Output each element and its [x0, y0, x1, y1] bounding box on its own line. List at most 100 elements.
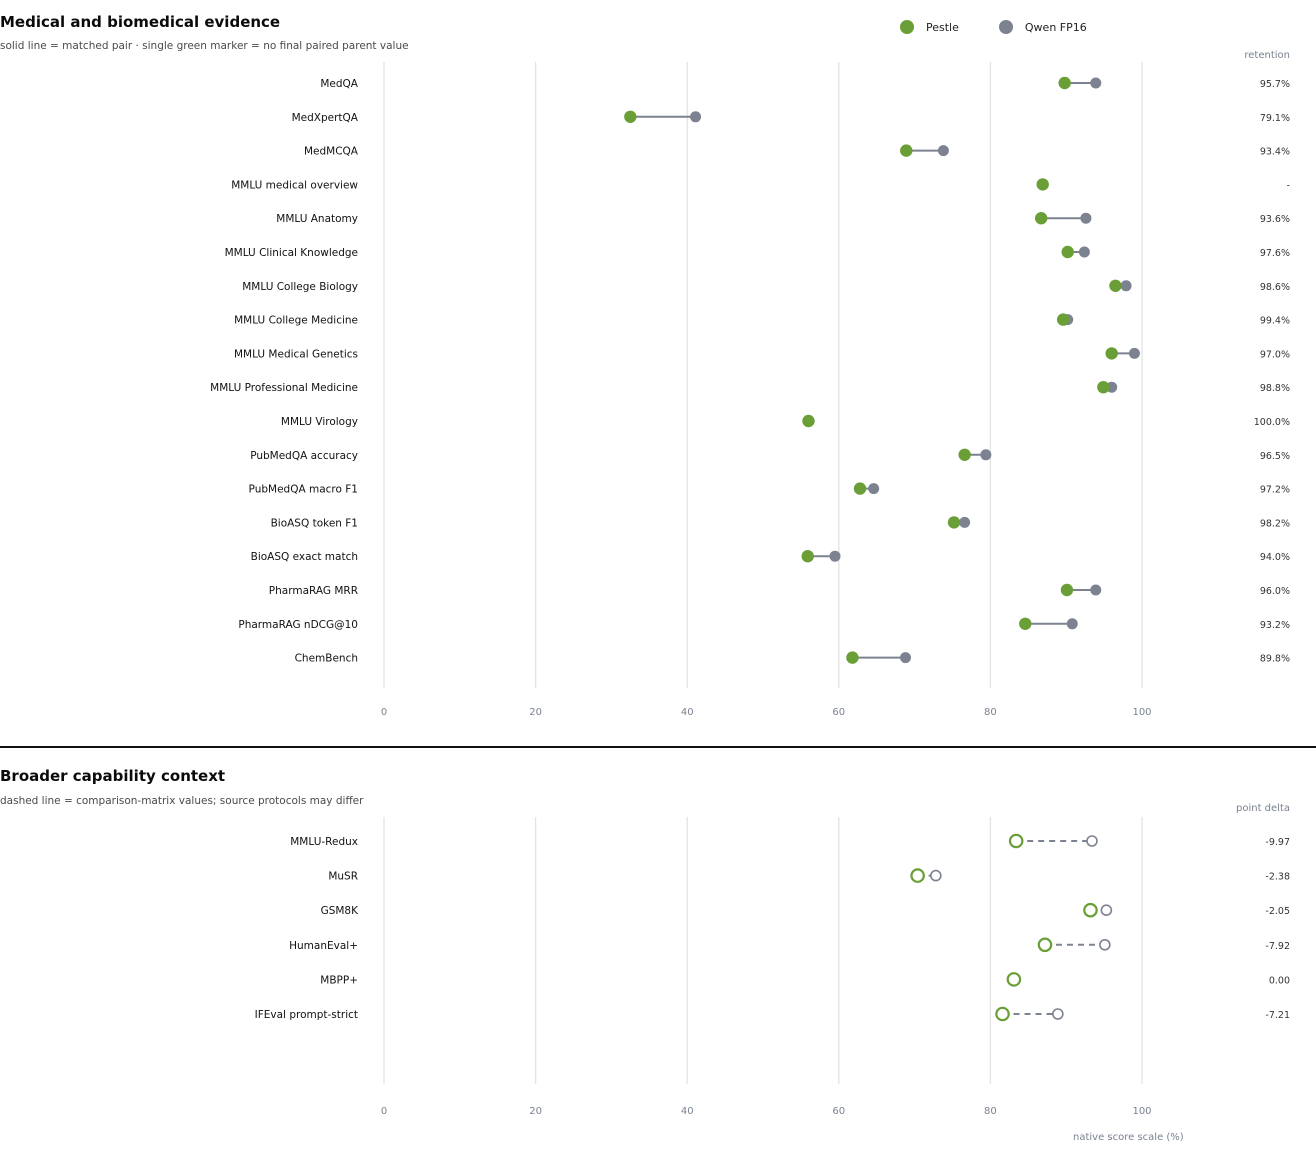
- row-label: MuSR: [328, 871, 358, 883]
- legend-item-qwen: Qwen FP16: [998, 20, 1087, 34]
- pestle-point: [1056, 313, 1070, 326]
- pestle-point: [900, 144, 913, 157]
- qwen-point: [829, 550, 841, 562]
- x-tick-label: 20: [529, 1106, 542, 1117]
- row-value: 100.0%: [1254, 417, 1290, 428]
- pestle-point: [1058, 76, 1071, 90]
- row-label: IFEval prompt-strict: [255, 1009, 358, 1021]
- pestle-point: [1036, 178, 1049, 191]
- qwen-point: [1090, 77, 1102, 89]
- row-value: 97.2%: [1260, 485, 1290, 496]
- row-value: 96.5%: [1260, 451, 1290, 462]
- qwen-point: [959, 516, 971, 528]
- pestle-point: [846, 651, 859, 664]
- row-value: 99.4%: [1260, 316, 1290, 327]
- row-value: 95.7%: [1260, 79, 1290, 90]
- row-label: MMLU College Biology: [242, 281, 358, 293]
- qwen-point: [1086, 835, 1098, 847]
- row-value: 79.1%: [1260, 113, 1290, 124]
- pestle-point: [853, 482, 867, 495]
- pestle-point: [1083, 902, 1098, 918]
- qwen-point: [1099, 938, 1111, 951]
- row-label: HumanEval+: [289, 940, 358, 952]
- row-label: PharmaRAG MRR: [269, 585, 358, 597]
- point-delta-header: point delta: [1235, 803, 1290, 814]
- row-value: -7.21: [1265, 1010, 1290, 1021]
- row-label: PharmaRAG nDCG@10: [238, 619, 358, 631]
- row-value: -2.05: [1265, 906, 1290, 917]
- legend-label-qwen: Qwen FP16: [1024, 20, 1087, 34]
- x-axis-caption: native score scale (%): [1073, 1132, 1184, 1143]
- panel-subtitle-medical: solid line = matched pair · single green…: [0, 40, 409, 52]
- pestle-point: [801, 550, 814, 563]
- pestle-point: [1061, 245, 1074, 259]
- pestle-point: [958, 448, 971, 461]
- row-label: PubMedQA accuracy: [250, 450, 358, 462]
- row-value: -2.38: [1265, 872, 1290, 883]
- row-value: 98.2%: [1260, 518, 1290, 529]
- row-value: 94.0%: [1260, 552, 1290, 563]
- row-label: MMLU medical overview: [231, 179, 358, 191]
- pestle-point: [1109, 279, 1122, 292]
- legend-marker-qwen: [998, 20, 1013, 34]
- x-tick-label: 100: [1132, 707, 1151, 718]
- x-tick-label: 40: [681, 1106, 694, 1117]
- row-label: MedXpertQA: [292, 112, 359, 124]
- row-label: MMLU-Redux: [290, 836, 358, 848]
- qwen-point: [980, 449, 992, 461]
- row-label: MMLU Clinical Knowledge: [225, 247, 358, 259]
- row-value: -7.92: [1265, 941, 1290, 952]
- legend-marker-pestle: [900, 20, 914, 34]
- row-label: ChemBench: [295, 653, 358, 665]
- x-tick-label: 0: [381, 707, 387, 718]
- qwen-point: [1090, 584, 1102, 596]
- pestle-point: [910, 868, 925, 883]
- pestle-point: [1019, 617, 1032, 630]
- x-tick-label: 20: [529, 707, 542, 718]
- row-label: MMLU Medical Genetics: [234, 348, 358, 360]
- row-label: MMLU Virology: [281, 416, 358, 428]
- row-label: MMLU Professional Medicine: [210, 382, 358, 394]
- row-value: 93.2%: [1260, 620, 1290, 631]
- row-value: 93.4%: [1260, 147, 1290, 158]
- row-label: BioASQ token F1: [271, 517, 358, 529]
- row-label: MedQA: [320, 78, 358, 90]
- pestle-point: [1060, 583, 1074, 597]
- row-label: MBPP+: [320, 974, 358, 986]
- broader-dumbbell-chart: 0 20 40 60 80 100 MMLU-Redux -9.97 MuSR -2.38 GSM8…: [255, 817, 1290, 1117]
- x-tick-label: 40: [681, 707, 694, 718]
- row-label: GSM8K: [321, 905, 360, 917]
- qwen-point: [1052, 1008, 1064, 1020]
- row-label: MMLU Anatomy: [276, 213, 358, 225]
- row-label: MMLU College Medicine: [234, 315, 358, 327]
- qwen-point: [1120, 280, 1132, 292]
- row-value: 89.8%: [1260, 654, 1290, 665]
- pestle-point: [1034, 212, 1048, 225]
- row-value: 98.6%: [1260, 282, 1290, 293]
- pestle-point: [1097, 381, 1110, 394]
- row-value: 97.6%: [1260, 248, 1290, 259]
- row-value: 96.0%: [1260, 586, 1290, 597]
- qwen-point: [900, 652, 912, 664]
- row-value: 0.00: [1269, 975, 1290, 986]
- qwen-point: [937, 145, 949, 157]
- legend-item-pestle: Pestle: [900, 20, 959, 34]
- retention-header: retention: [1244, 50, 1290, 61]
- row-label: PubMedQA macro F1: [249, 484, 358, 496]
- pestle-point: [624, 110, 637, 124]
- qwen-point: [930, 869, 942, 882]
- row-value: -9.97: [1265, 837, 1290, 848]
- qwen-point: [690, 111, 702, 123]
- panel-title-medical: Medical and biomedical evidence: [0, 13, 281, 31]
- row-value: -: [1287, 180, 1290, 191]
- x-tick-label: 100: [1132, 1106, 1151, 1117]
- x-tick-label: 60: [832, 1106, 845, 1117]
- row-value: 93.6%: [1260, 214, 1290, 225]
- pestle-point: [802, 414, 815, 428]
- row-label: MedMCQA: [304, 146, 359, 158]
- row-value: 97.0%: [1260, 349, 1290, 360]
- x-tick-label: 0: [381, 1106, 387, 1117]
- qwen-point: [1128, 347, 1140, 359]
- qwen-point: [868, 483, 880, 495]
- legend: Pestle Qwen FP16: [900, 20, 1127, 34]
